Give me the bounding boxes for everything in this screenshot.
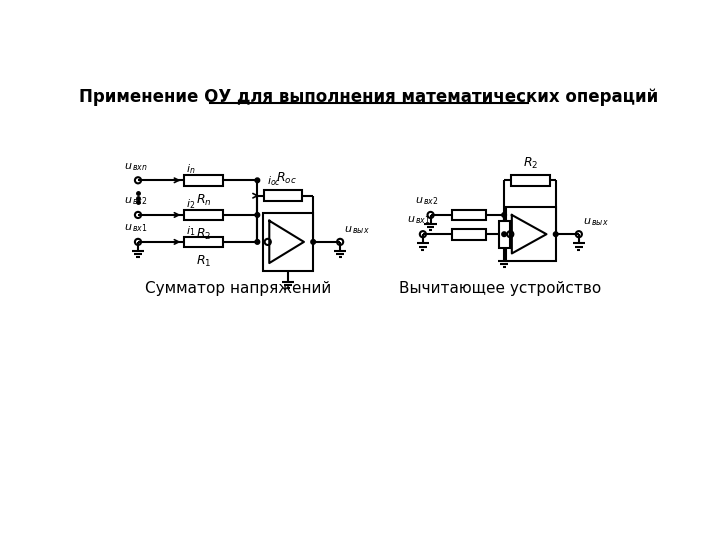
Bar xyxy=(263,213,313,271)
Bar xyxy=(451,210,487,220)
Bar xyxy=(505,207,556,261)
Text: $u_{\,вх2}$: $u_{\,вх2}$ xyxy=(415,195,438,207)
Text: $R_n$: $R_n$ xyxy=(196,193,211,208)
Text: $i_{oc}$: $i_{oc}$ xyxy=(266,174,281,188)
Text: $u_{\,вх1}$: $u_{\,вх1}$ xyxy=(408,215,431,226)
Bar xyxy=(184,210,222,220)
Circle shape xyxy=(311,240,315,244)
Circle shape xyxy=(255,178,260,183)
Text: $u_{\,вых}$: $u_{\,вых}$ xyxy=(582,216,608,228)
Text: Вычитающее устройство: Вычитающее устройство xyxy=(399,281,601,295)
Bar xyxy=(511,175,550,186)
Bar xyxy=(499,221,510,248)
Text: $R_{oc}$: $R_{oc}$ xyxy=(276,171,297,186)
Text: $R_2$: $R_2$ xyxy=(523,156,539,171)
Text: $R_2$: $R_2$ xyxy=(196,227,211,242)
Circle shape xyxy=(255,240,260,244)
Circle shape xyxy=(554,232,558,237)
Circle shape xyxy=(255,213,260,217)
Text: $i_n$: $i_n$ xyxy=(186,163,195,177)
Text: Применение ОУ для выполнения математических операций: Применение ОУ для выполнения математичес… xyxy=(79,88,659,106)
Circle shape xyxy=(502,213,506,217)
Text: $i_2$: $i_2$ xyxy=(186,197,195,211)
Text: $u_{\,вх1}$: $u_{\,вх1}$ xyxy=(124,222,148,234)
Bar xyxy=(184,237,222,247)
Bar xyxy=(451,229,487,240)
Bar xyxy=(264,190,302,201)
Text: Сумматор напряжений: Сумматор напряжений xyxy=(145,281,331,295)
Bar xyxy=(184,175,222,186)
Text: $R_1$: $R_1$ xyxy=(196,254,211,269)
Text: $u_{\,вхn}$: $u_{\,вхn}$ xyxy=(124,161,148,173)
Text: $u_{\,вх2}$: $u_{\,вх2}$ xyxy=(124,195,148,207)
Circle shape xyxy=(502,232,506,237)
Text: $u_{\,вых}$: $u_{\,вых}$ xyxy=(344,224,369,236)
Text: $i_1$: $i_1$ xyxy=(186,224,195,238)
